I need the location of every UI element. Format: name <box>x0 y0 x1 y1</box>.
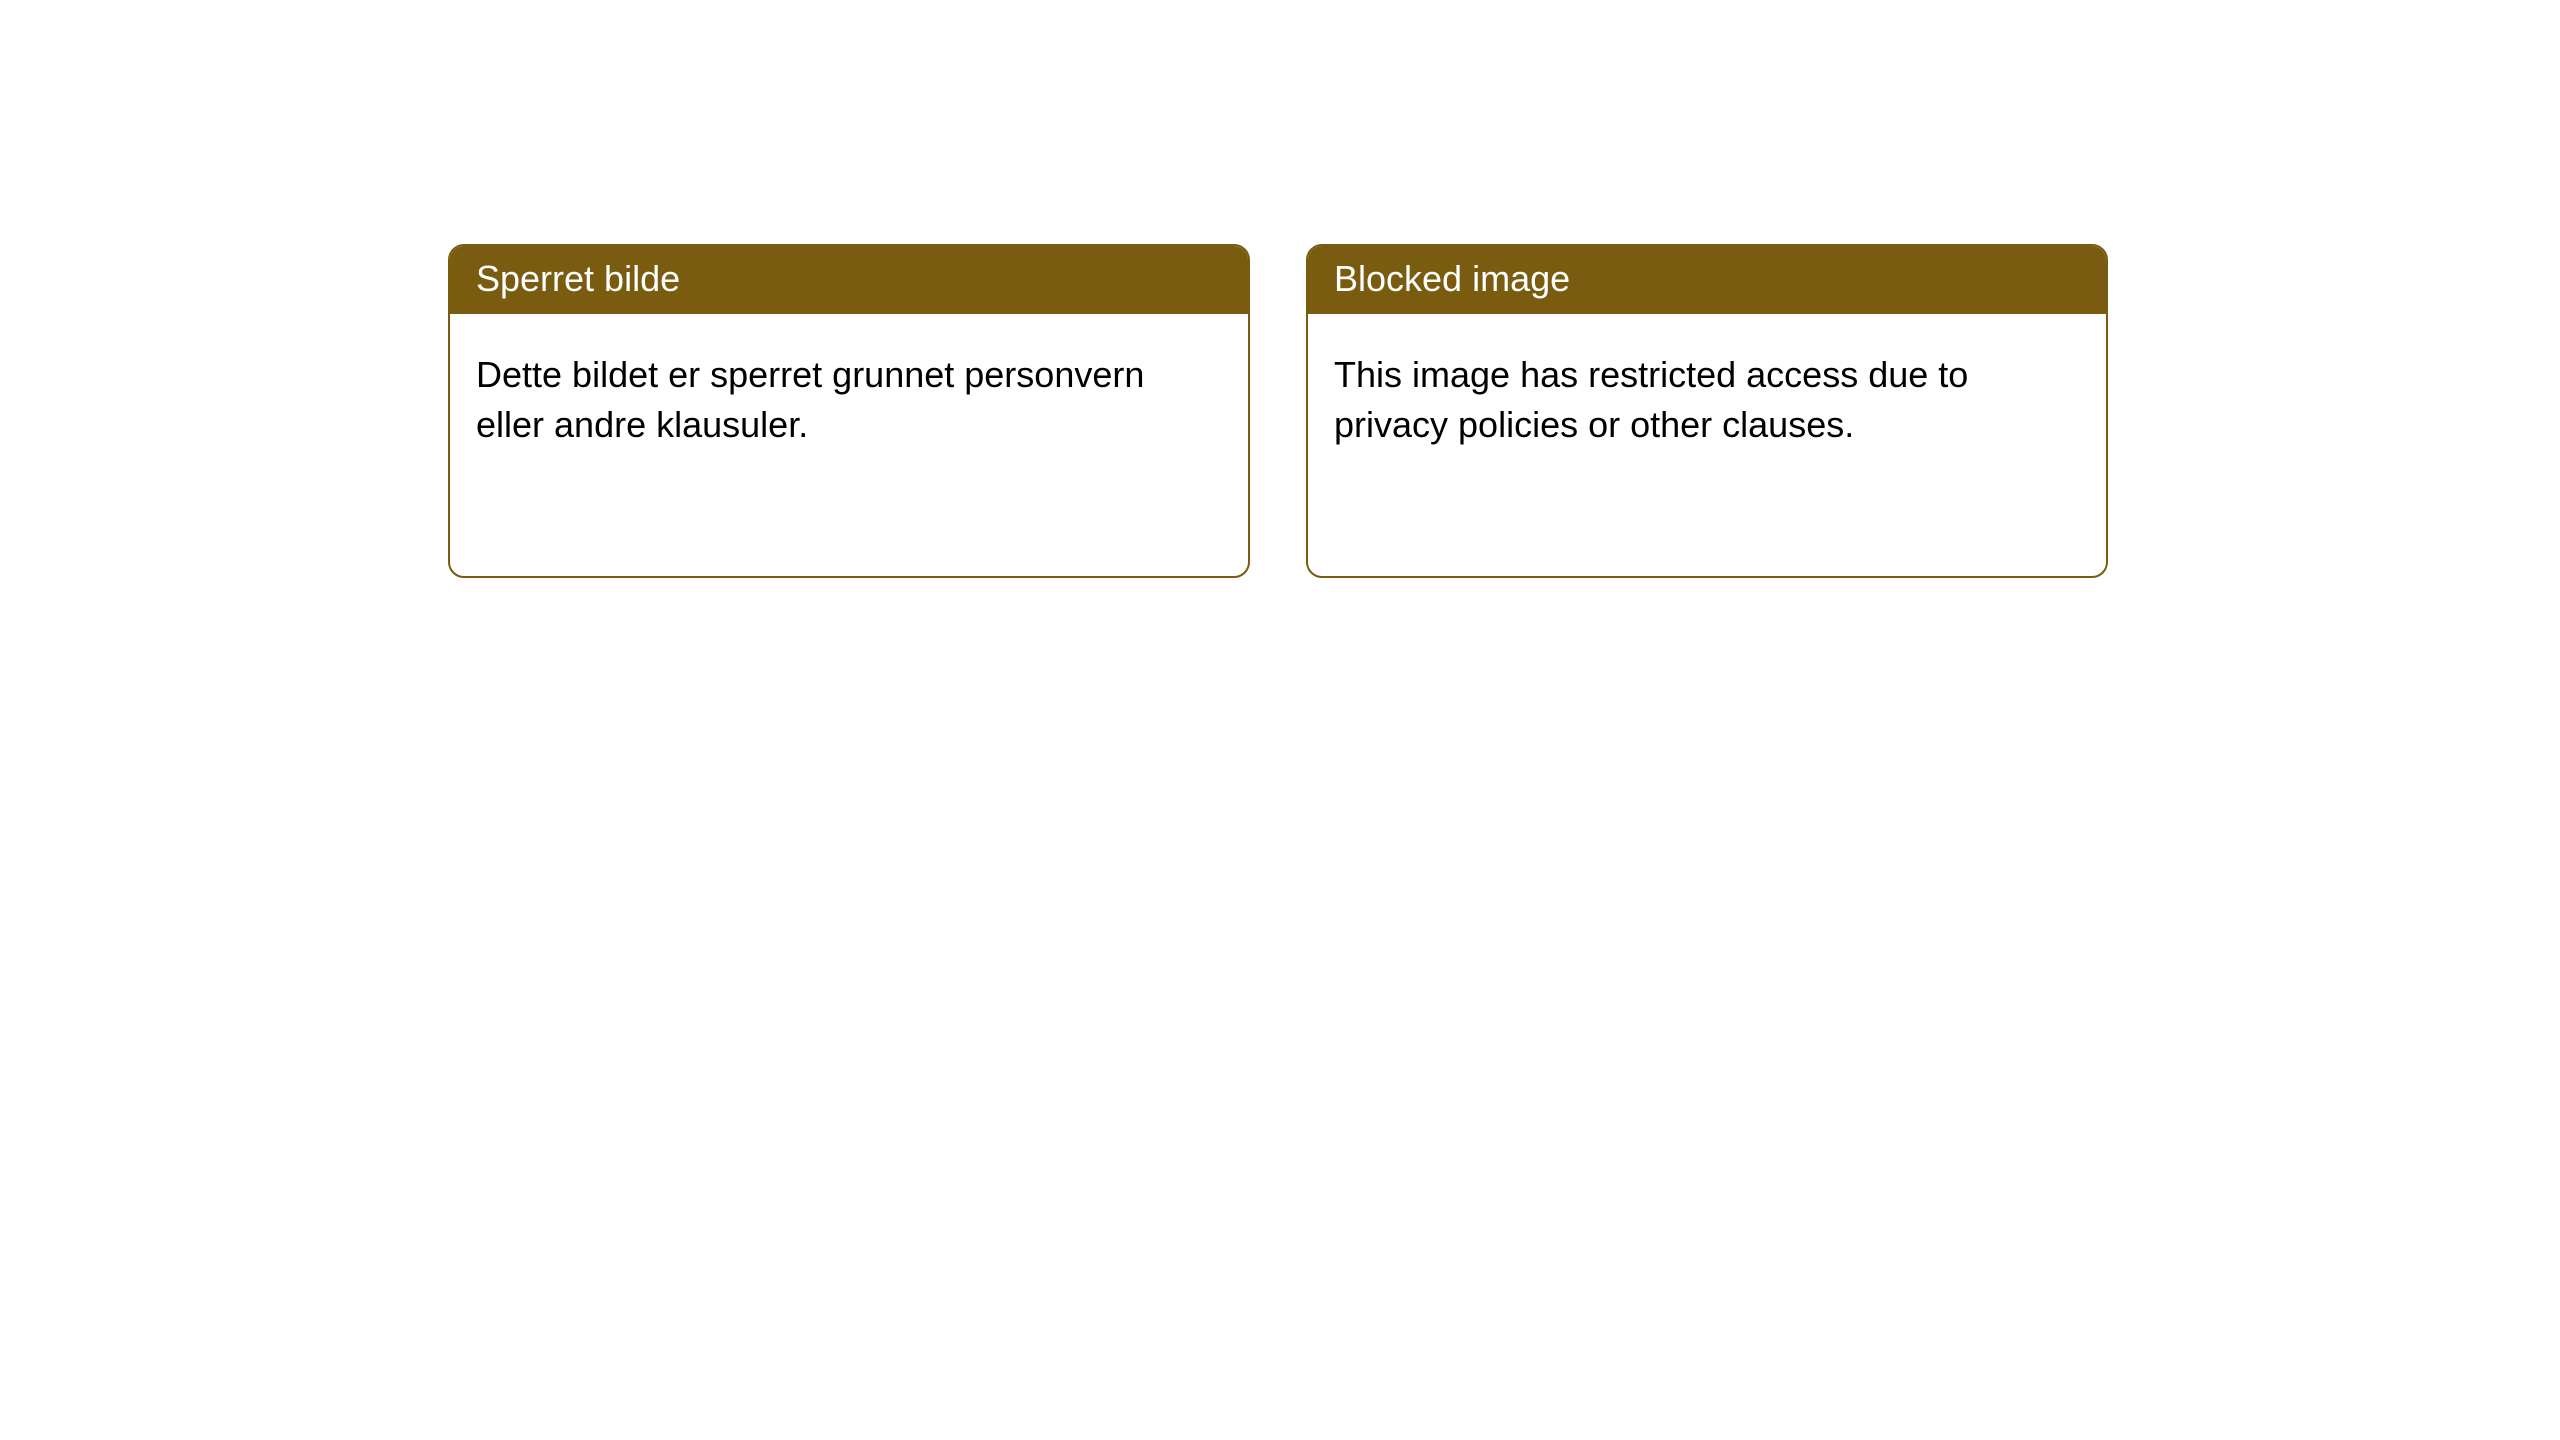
notice-text: This image has restricted access due to … <box>1334 354 1968 445</box>
notice-header: Blocked image <box>1308 246 2106 314</box>
notice-body: This image has restricted access due to … <box>1308 314 2106 477</box>
notice-title: Blocked image <box>1334 258 1570 299</box>
notice-card-norwegian: Sperret bilde Dette bildet er sperret gr… <box>448 244 1250 578</box>
notice-title: Sperret bilde <box>476 258 680 299</box>
notice-header: Sperret bilde <box>450 246 1248 314</box>
notice-text: Dette bildet er sperret grunnet personve… <box>476 354 1144 445</box>
notice-container: Sperret bilde Dette bildet er sperret gr… <box>0 0 2560 578</box>
notice-card-english: Blocked image This image has restricted … <box>1306 244 2108 578</box>
notice-body: Dette bildet er sperret grunnet personve… <box>450 314 1248 477</box>
